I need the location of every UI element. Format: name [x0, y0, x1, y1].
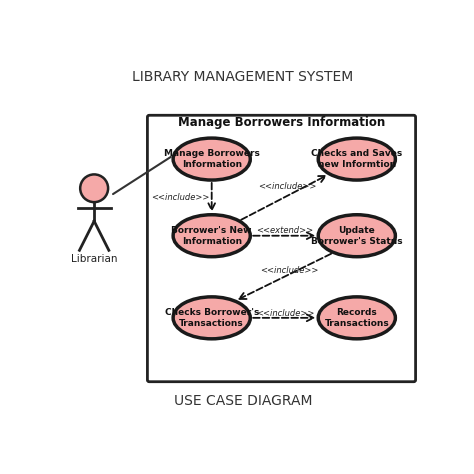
Text: <<extend>>: <<extend>> [256, 226, 313, 235]
Text: <<include>>: <<include>> [151, 192, 210, 201]
Text: <<include>>: <<include>> [255, 309, 314, 318]
Text: <<include>>: <<include>> [258, 182, 316, 191]
Text: LIBRARY MANAGEMENT SYSTEM: LIBRARY MANAGEMENT SYSTEM [132, 70, 354, 83]
Text: USE CASE DIAGRAM: USE CASE DIAGRAM [173, 394, 312, 408]
Text: <<include>>: <<include>> [260, 266, 318, 275]
Ellipse shape [173, 297, 250, 339]
Ellipse shape [173, 215, 250, 257]
Ellipse shape [173, 138, 250, 180]
Text: Librarian: Librarian [71, 254, 118, 264]
Text: Manage Borrowers
Information: Manage Borrowers Information [164, 149, 260, 169]
Circle shape [80, 174, 108, 202]
Text: Borrower's New
Information: Borrower's New Information [172, 226, 252, 246]
Text: Update
Borrower's Status: Update Borrower's Status [311, 226, 402, 246]
Ellipse shape [318, 215, 395, 257]
FancyBboxPatch shape [147, 115, 416, 382]
Text: Records
Transactions: Records Transactions [324, 308, 389, 328]
Ellipse shape [318, 138, 395, 180]
Ellipse shape [318, 297, 395, 339]
Text: Checks and Saves
new Informtion: Checks and Saves new Informtion [311, 149, 402, 169]
Text: Checks Borrower's
Transactions: Checks Borrower's Transactions [164, 308, 259, 328]
Text: Manage Borrowers Information: Manage Borrowers Information [178, 116, 385, 129]
